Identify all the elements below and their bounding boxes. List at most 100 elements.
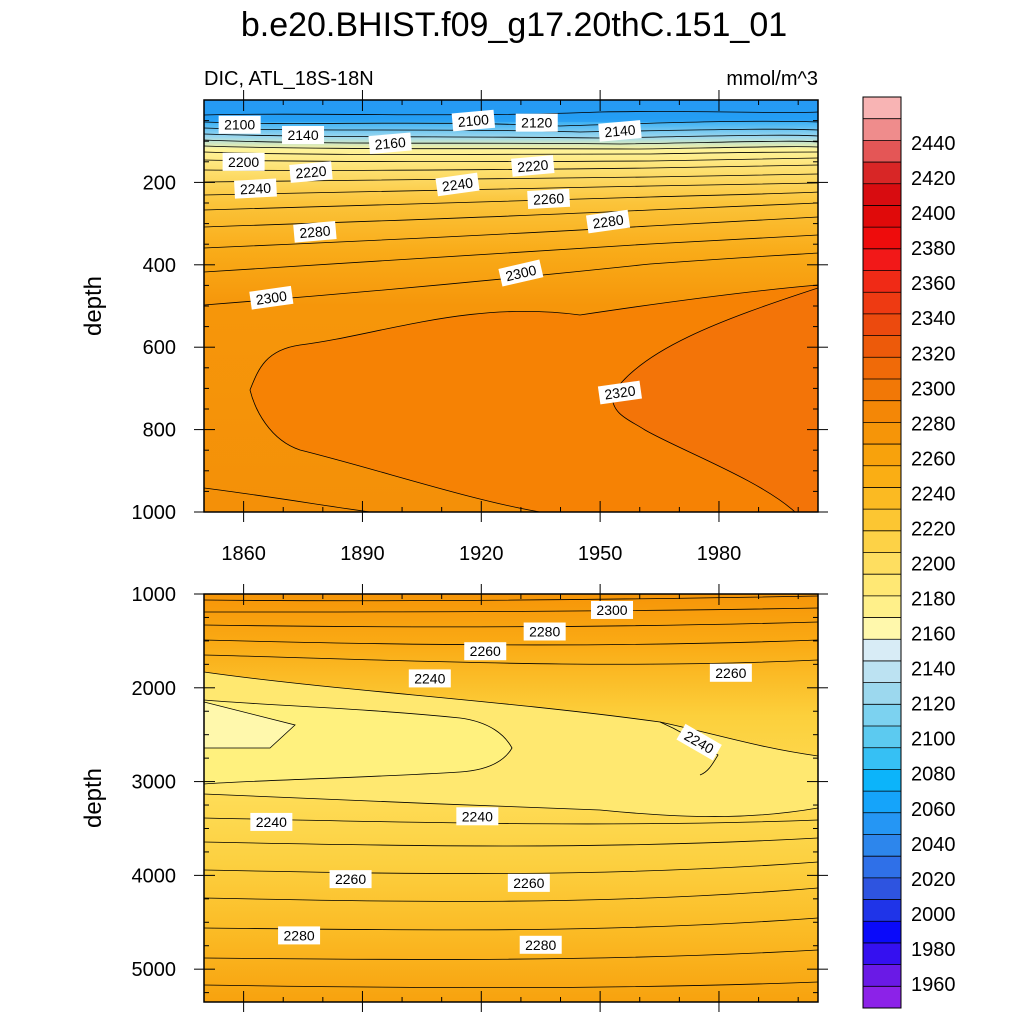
upper-axis-ticks: 1860 1890 1920 1950 1980 200 400 600 800 1000 [132, 90, 828, 565]
colorbar-swatch [863, 769, 901, 792]
x-tick-label: 1950 [578, 543, 623, 565]
contour-label-box [218, 115, 261, 134]
colorbar-swatch [863, 313, 901, 336]
colorbar-label: 2340 [911, 308, 956, 330]
contour-label-text: 2220 [517, 157, 550, 176]
colorbar-swatch [863, 97, 901, 119]
contour-line [204, 120, 818, 127]
lower-core-fill [204, 700, 512, 784]
contour-label: 2320 [597, 380, 642, 405]
contour-label: 2280 [519, 935, 562, 954]
contour-line [204, 216, 818, 249]
contour-label: 2240 [234, 178, 277, 199]
colorbar-label: 2020 [911, 869, 956, 891]
y-tick-label: 1000 [132, 584, 177, 606]
contour-label: 2280 [586, 209, 631, 234]
upper-panel: 1860 1890 1920 1950 1980 200 400 600 800 1000 210… [80, 90, 828, 565]
contour-line [611, 287, 818, 396]
colorbar-label: 2300 [911, 378, 956, 400]
colorbar-label: 2180 [911, 589, 956, 611]
lower-panel: 1000 2000 3000 4000 5000 2300 2280 2260 2240 226… [80, 584, 828, 1012]
contour-label: 2240 [408, 669, 451, 688]
colorbar-label: 2260 [911, 448, 956, 470]
contour-label: 2240 [456, 807, 499, 826]
colorbar-label: 2060 [911, 799, 956, 821]
contour-label-box [250, 812, 293, 831]
contour-label-box [222, 152, 265, 171]
colorbar-label: 2380 [911, 238, 956, 260]
colorbar-swatch [863, 357, 901, 380]
colorbar-swatch [863, 899, 901, 922]
contour-label-box [249, 285, 294, 310]
contour-label-text: 2280 [283, 927, 314, 943]
colorbar-swatch [863, 552, 901, 575]
upper-y-axis-label: depth [80, 276, 107, 336]
colorbar-swatch [863, 834, 901, 857]
contour-label: 2140 [282, 126, 325, 145]
contour-label-box [519, 935, 562, 954]
lower-min-fill [204, 702, 295, 748]
contour-label: 2280 [523, 622, 566, 641]
colorbar-label: 2240 [911, 483, 956, 505]
contour-label-text: 2300 [255, 288, 288, 308]
colorbar-label: 2120 [911, 694, 956, 716]
y-tick-label: 200 [143, 172, 176, 194]
colorbar-label: 2080 [911, 764, 956, 786]
contour-label-box [527, 188, 571, 209]
contour-label-text: 2260 [533, 190, 565, 208]
figure-title: b.e20.BHIST.f09_g17.20thC.151_01 [241, 6, 787, 44]
contour-line [204, 145, 818, 150]
colorbar-swatch [863, 378, 901, 401]
contour-label: 2260 [527, 188, 571, 209]
colorbar-swatch [863, 877, 901, 900]
contour-label-text: 2320 [603, 382, 636, 402]
contour-label-text: 2240 [256, 814, 287, 830]
contour-line [204, 111, 818, 116]
contour-label-box [293, 221, 337, 243]
colorbar-swatch [863, 704, 901, 727]
contour-label-box [329, 870, 372, 889]
contour-label: 2220 [511, 155, 555, 177]
contour-label-box [451, 109, 496, 132]
colorbar-swatch [863, 964, 901, 987]
contour-line [204, 191, 818, 211]
colorbar-label: 2320 [911, 343, 956, 365]
colorbar-label: 2440 [911, 133, 956, 155]
lower-contour-lines [204, 595, 818, 989]
contour-label-box [511, 155, 555, 177]
contour-label-box [435, 172, 480, 197]
contour-line [204, 595, 818, 602]
contour-line [204, 151, 818, 155]
contour-label: 2260 [709, 663, 752, 682]
colorbar-swatch [863, 682, 901, 705]
contour-line [204, 981, 818, 989]
colorbar-label: 2040 [911, 834, 956, 856]
colorbar-label: 2420 [911, 168, 956, 190]
colorbar-swatch [863, 118, 901, 141]
contour-label: 2200 [222, 152, 265, 171]
contour-label: 2260 [464, 642, 507, 661]
colorbar-label: 2000 [911, 904, 956, 926]
contour-label: 2300 [249, 285, 294, 310]
upper-contour-labels: 2100 2140 2160 2100 2120 2140 2200 2220 2220 2240… [218, 109, 642, 405]
contour-label: 2300 [591, 600, 634, 619]
colorbar-swatch [863, 856, 901, 879]
left-subtitle: DIC, ATL_18S-18N [204, 68, 374, 90]
contour-line [204, 701, 296, 749]
contour-line [204, 252, 818, 306]
contour-label-text: 2100 [224, 117, 255, 133]
colorbar-swatch [863, 335, 901, 358]
colorbar-swatch [863, 791, 901, 814]
contour-label-box [234, 178, 277, 199]
lower-axis-ticks: 1000 2000 3000 4000 5000 [132, 584, 828, 1012]
contour-label-text: 2240 [240, 180, 272, 198]
contour-label: 2300 [498, 259, 544, 287]
colorbar-swatch [863, 248, 901, 271]
x-tick-label: 1860 [221, 543, 266, 565]
contour-label-text: 2280 [592, 211, 625, 231]
colorbar-swatch [863, 487, 901, 510]
colorbar-swatch [863, 183, 901, 206]
contour-label-text: 2260 [715, 665, 746, 681]
